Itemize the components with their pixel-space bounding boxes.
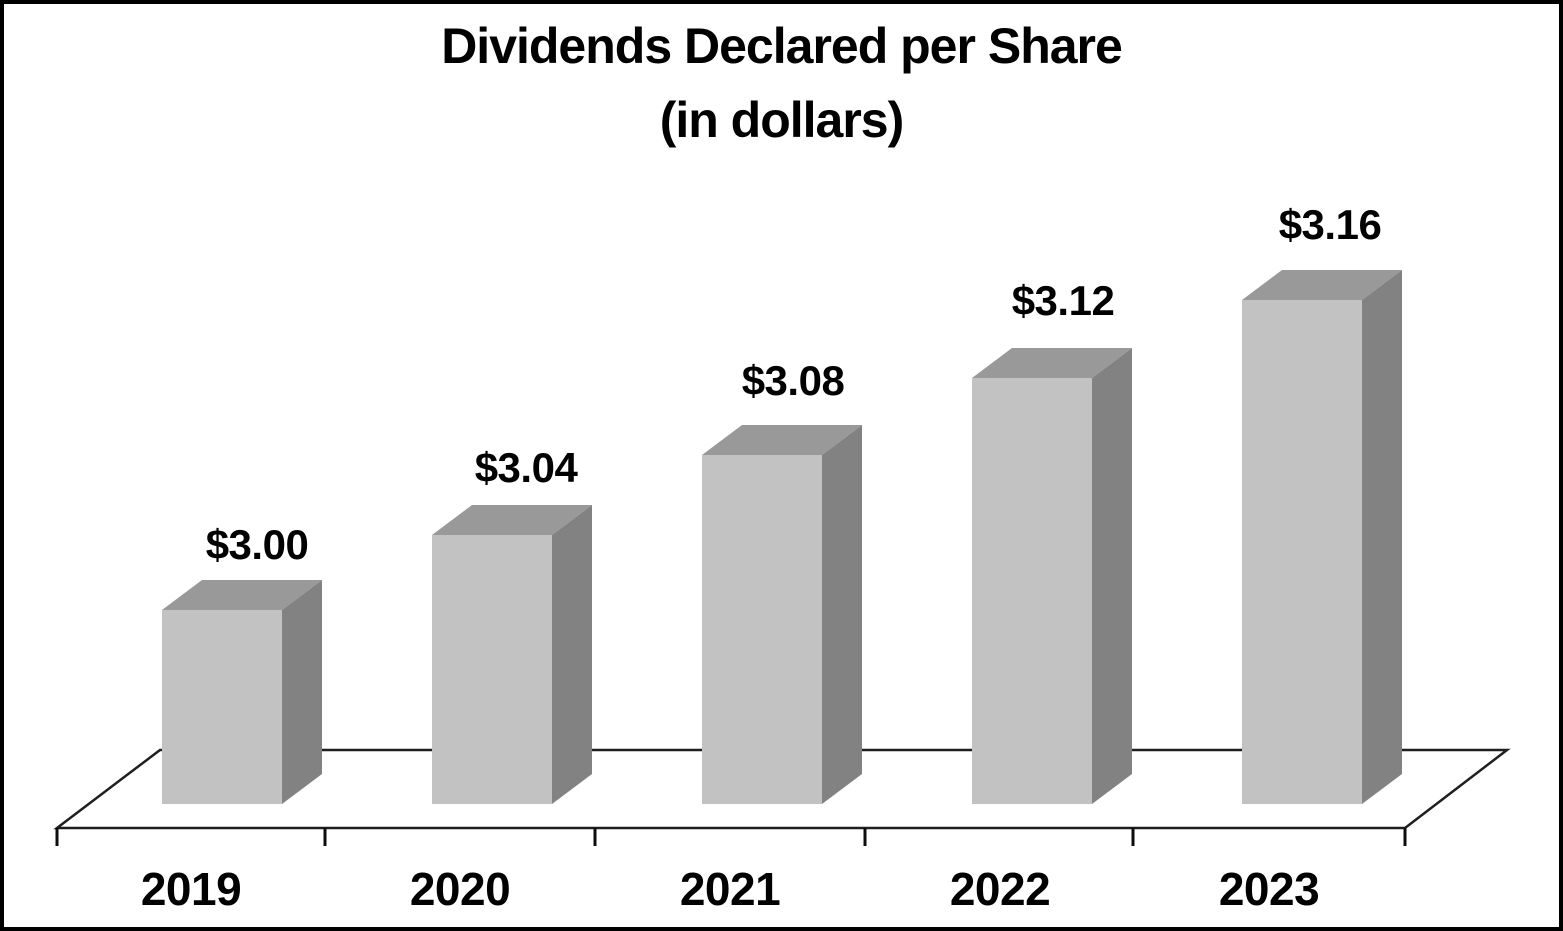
bar-2022-side-face: [1092, 348, 1132, 804]
bar-2021-side-face: [822, 425, 862, 804]
bar-2019-top-face: [162, 580, 322, 610]
x-axis-label-2023: 2023: [1218, 863, 1320, 915]
bar-2023-side-face: [1362, 270, 1402, 804]
bar-2019: [162, 580, 322, 804]
bar-2023: [1242, 270, 1402, 804]
bar-2023-top-face: [1242, 270, 1402, 300]
chart-title-line1: Dividends Declared per Share: [441, 18, 1123, 74]
bar-2022-front-face: [972, 378, 1092, 804]
value-label-2019: $3.00: [205, 521, 309, 568]
bar-2021-front-face: [702, 455, 822, 804]
chart-title: Dividends Declared per Share (in dollars…: [4, 9, 1559, 157]
x-axis-label-2021: 2021: [679, 863, 781, 915]
bar-2022: [972, 348, 1132, 804]
value-label-2021: $3.08: [741, 357, 845, 404]
value-label-2020: $3.04: [474, 444, 578, 491]
bar-2020: [432, 505, 592, 804]
bar-2020-side-face: [552, 505, 592, 804]
floor-plane: [53, 748, 1511, 830]
value-label-2022: $3.12: [1011, 277, 1115, 324]
bar-2022-top-face: [972, 348, 1132, 378]
bar-2019-side-face: [282, 580, 322, 804]
bar-2021: [702, 425, 862, 804]
x-axis-label-2020: 2020: [409, 863, 511, 915]
bar-2021-top-face: [702, 425, 862, 455]
bar-2019-front-face: [162, 610, 282, 804]
bar-2020-front-face: [432, 535, 552, 804]
value-label-2023: $3.16: [1278, 201, 1382, 248]
x-axis-label-2019: 2019: [140, 863, 242, 915]
x-axis-label-2022: 2022: [949, 863, 1051, 915]
chart-title-line2: (in dollars): [659, 92, 905, 148]
plot-area: [53, 270, 1511, 846]
bar-2020-top-face: [432, 505, 592, 535]
bar-2023-front-face: [1242, 300, 1362, 804]
